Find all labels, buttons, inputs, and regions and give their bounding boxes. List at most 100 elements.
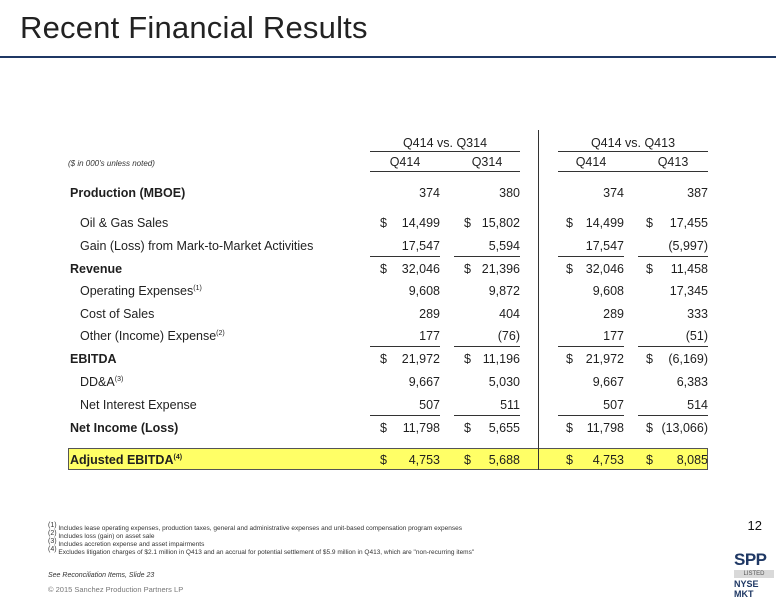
value-cell: 9,667 bbox=[408, 375, 440, 389]
value-cell: 21,972 bbox=[401, 352, 440, 366]
value-cell: 289 bbox=[603, 307, 624, 321]
row-label: Revenue bbox=[70, 262, 123, 276]
dollar-sign: $ bbox=[380, 352, 387, 366]
subtotal-underline bbox=[454, 256, 520, 257]
subtotal-underline bbox=[370, 256, 440, 257]
value-cell: 374 bbox=[419, 186, 440, 200]
row-label: Other (Income) Expense(2) bbox=[80, 329, 225, 343]
row-label: Net Income (Loss) bbox=[70, 421, 179, 435]
subtotal-underline bbox=[454, 346, 520, 347]
value-cell: 11,458 bbox=[670, 262, 708, 276]
value-cell: 11,798 bbox=[586, 421, 624, 435]
row-label: Gain (Loss) from Mark-to-Market Activiti… bbox=[80, 239, 314, 253]
value-cell: 404 bbox=[499, 307, 520, 321]
row-label: Production (MBOE) bbox=[70, 186, 186, 200]
row-label: DD&A(3) bbox=[80, 375, 124, 389]
dollar-sign: $ bbox=[646, 352, 653, 366]
value-cell: 177 bbox=[603, 329, 624, 343]
subtotal-underline bbox=[558, 346, 624, 347]
dollar-sign: $ bbox=[464, 352, 471, 366]
financial-results-table: Q414 vs. Q314 Q414 vs. Q413 ($ in 000's … bbox=[68, 130, 708, 470]
value-cell: 32,046 bbox=[401, 262, 440, 276]
value-cell: 289 bbox=[419, 307, 440, 321]
logo-nyse-text: NYSE MKT bbox=[734, 579, 759, 599]
footnotes: (1) Includes lease operating expenses, p… bbox=[48, 521, 475, 557]
subtotal-underline bbox=[370, 346, 440, 347]
value-cell: 5,030 bbox=[488, 375, 520, 389]
value-cell: 374 bbox=[603, 186, 624, 200]
group-underline bbox=[370, 151, 520, 152]
row-label: Adjusted EBITDA(4) bbox=[70, 453, 183, 467]
value-cell: 9,667 bbox=[592, 375, 624, 389]
row-label: Cost of Sales bbox=[80, 307, 155, 321]
value-cell: 5,688 bbox=[488, 453, 520, 467]
value-cell: 380 bbox=[499, 186, 520, 200]
value-cell: (13,066) bbox=[661, 421, 708, 435]
value-cell: 5,594 bbox=[488, 239, 520, 253]
value-cell: 5,655 bbox=[488, 421, 520, 435]
value-cell: 177 bbox=[419, 329, 440, 343]
row-label: EBITDA bbox=[70, 352, 117, 366]
value-cell: 11,196 bbox=[482, 352, 520, 366]
header-underline bbox=[370, 171, 520, 172]
dollar-sign: $ bbox=[380, 453, 387, 467]
value-cell: 32,046 bbox=[585, 262, 624, 276]
value-cell: 14,499 bbox=[585, 216, 624, 230]
footnote: (3) Includes accretion expense and asset… bbox=[48, 537, 205, 548]
row-label: Net Interest Expense bbox=[80, 398, 197, 412]
value-cell: 9,608 bbox=[592, 284, 624, 298]
dollar-sign: $ bbox=[380, 216, 387, 230]
value-cell: 507 bbox=[419, 398, 440, 412]
value-cell: 8,085 bbox=[676, 453, 708, 467]
dollar-sign: $ bbox=[646, 262, 653, 276]
value-cell: 15,802 bbox=[481, 216, 520, 230]
dollar-sign: $ bbox=[566, 453, 573, 467]
spp-nyse-logo: SPP LISTED NYSE MKT bbox=[734, 550, 774, 599]
subtotal-underline bbox=[454, 415, 520, 416]
footnote: (2) Includes loss (gain) on asset sale bbox=[48, 529, 155, 540]
header-underline bbox=[558, 171, 708, 172]
value-cell: 6,383 bbox=[676, 375, 708, 389]
units-note: ($ in 000's unless noted) bbox=[68, 159, 155, 168]
value-cell: 11,798 bbox=[402, 421, 440, 435]
value-cell: 14,499 bbox=[401, 216, 440, 230]
dollar-sign: $ bbox=[646, 421, 653, 435]
value-cell: 17,345 bbox=[669, 284, 708, 298]
row-label: Operating Expenses(1) bbox=[80, 284, 202, 298]
dollar-sign: $ bbox=[464, 262, 471, 276]
group-underline bbox=[558, 151, 708, 152]
value-cell: 17,547 bbox=[401, 239, 440, 253]
dollar-sign: $ bbox=[566, 262, 573, 276]
column-header-q413: Q413 bbox=[657, 155, 689, 169]
value-cell: 17,547 bbox=[585, 239, 624, 253]
dollar-sign: $ bbox=[646, 453, 653, 467]
group-header-q414-vs-q314: Q414 vs. Q314 bbox=[402, 136, 488, 150]
subtotal-underline bbox=[370, 415, 440, 416]
value-cell: 514 bbox=[687, 398, 708, 412]
value-cell: (5,997) bbox=[668, 239, 708, 253]
dollar-sign: $ bbox=[566, 216, 573, 230]
value-cell: 4,753 bbox=[408, 453, 440, 467]
dollar-sign: $ bbox=[566, 421, 573, 435]
footnote: (4) Excludes litigation charges of $2.1 … bbox=[48, 545, 475, 556]
logo-listed-text: LISTED bbox=[734, 570, 774, 578]
value-cell: 21,972 bbox=[585, 352, 624, 366]
subtotal-underline bbox=[558, 415, 624, 416]
copyright: © 2015 Sanchez Production Partners LP bbox=[48, 585, 184, 594]
group-header-q414-vs-q413: Q414 vs. Q413 bbox=[590, 136, 676, 150]
subtotal-underline bbox=[638, 346, 708, 347]
column-header-q414-b: Q414 bbox=[575, 155, 607, 169]
title-divider bbox=[0, 56, 776, 58]
column-separator bbox=[538, 130, 539, 470]
page-number: 12 bbox=[747, 518, 762, 533]
row-label: Oil & Gas Sales bbox=[80, 216, 169, 230]
dollar-sign: $ bbox=[646, 216, 653, 230]
logo-spp-text: SPP bbox=[734, 550, 767, 569]
column-header-q414-a: Q414 bbox=[389, 155, 421, 169]
value-cell: 4,753 bbox=[592, 453, 624, 467]
value-cell: 507 bbox=[603, 398, 624, 412]
subtotal-underline bbox=[558, 256, 624, 257]
footnote: (1) Includes lease operating expenses, p… bbox=[48, 521, 462, 532]
value-cell: 511 bbox=[500, 398, 520, 412]
adjusted-ebitda-highlight bbox=[68, 448, 708, 470]
